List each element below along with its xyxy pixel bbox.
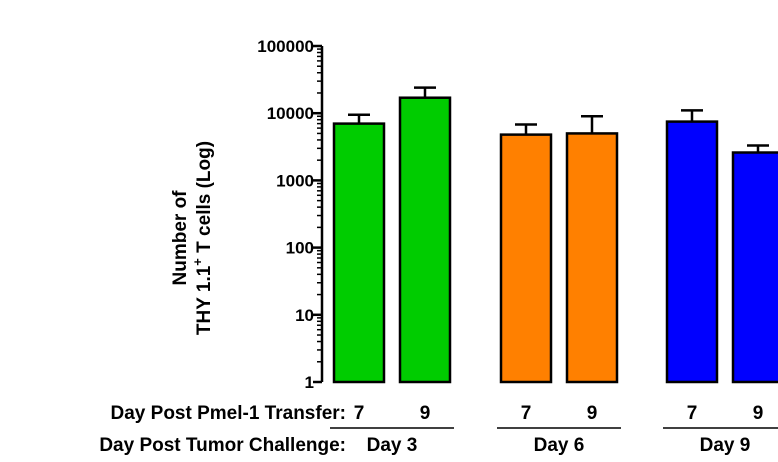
group-label: Day 9 [700, 435, 751, 456]
x-category-label: 9 [420, 403, 431, 424]
row-label-challenge: Day Post Tumor Challenge: [99, 435, 346, 456]
bar [499, 133, 553, 384]
bar [665, 120, 719, 384]
x-category-label: 9 [587, 403, 598, 424]
y-tick-label: 10 [295, 306, 314, 325]
x-category-label: 7 [354, 403, 365, 424]
y-tick-label: 1000 [276, 171, 314, 190]
x-category-label: 7 [521, 403, 532, 424]
y-tick-label: 10000 [267, 104, 314, 123]
y-tick-label: 1 [305, 373, 314, 392]
y-axis-label: Number of THY 1.1+ T cells (Log) [170, 141, 215, 335]
y-axis-label-line2: THY 1.1+ T cells (Log) [190, 141, 215, 335]
x-category-label: 9 [753, 403, 764, 424]
x-category-label: 7 [687, 403, 698, 424]
group-label: Day 6 [534, 435, 585, 456]
y-tick-label: 100000 [257, 37, 314, 56]
group-label: Day 3 [367, 435, 418, 456]
bar [332, 122, 386, 384]
y-axis: 1 10 100 1000 10000 100000 [257, 37, 324, 392]
y-tick-label: 100 [286, 239, 314, 258]
bar [731, 151, 778, 384]
y-axis-label-line1: Number of [170, 190, 191, 286]
bar [398, 96, 452, 384]
bar [565, 132, 619, 384]
bars-layer [332, 86, 778, 384]
row-label-transfer: Day Post Pmel-1 Transfer: [111, 403, 346, 424]
